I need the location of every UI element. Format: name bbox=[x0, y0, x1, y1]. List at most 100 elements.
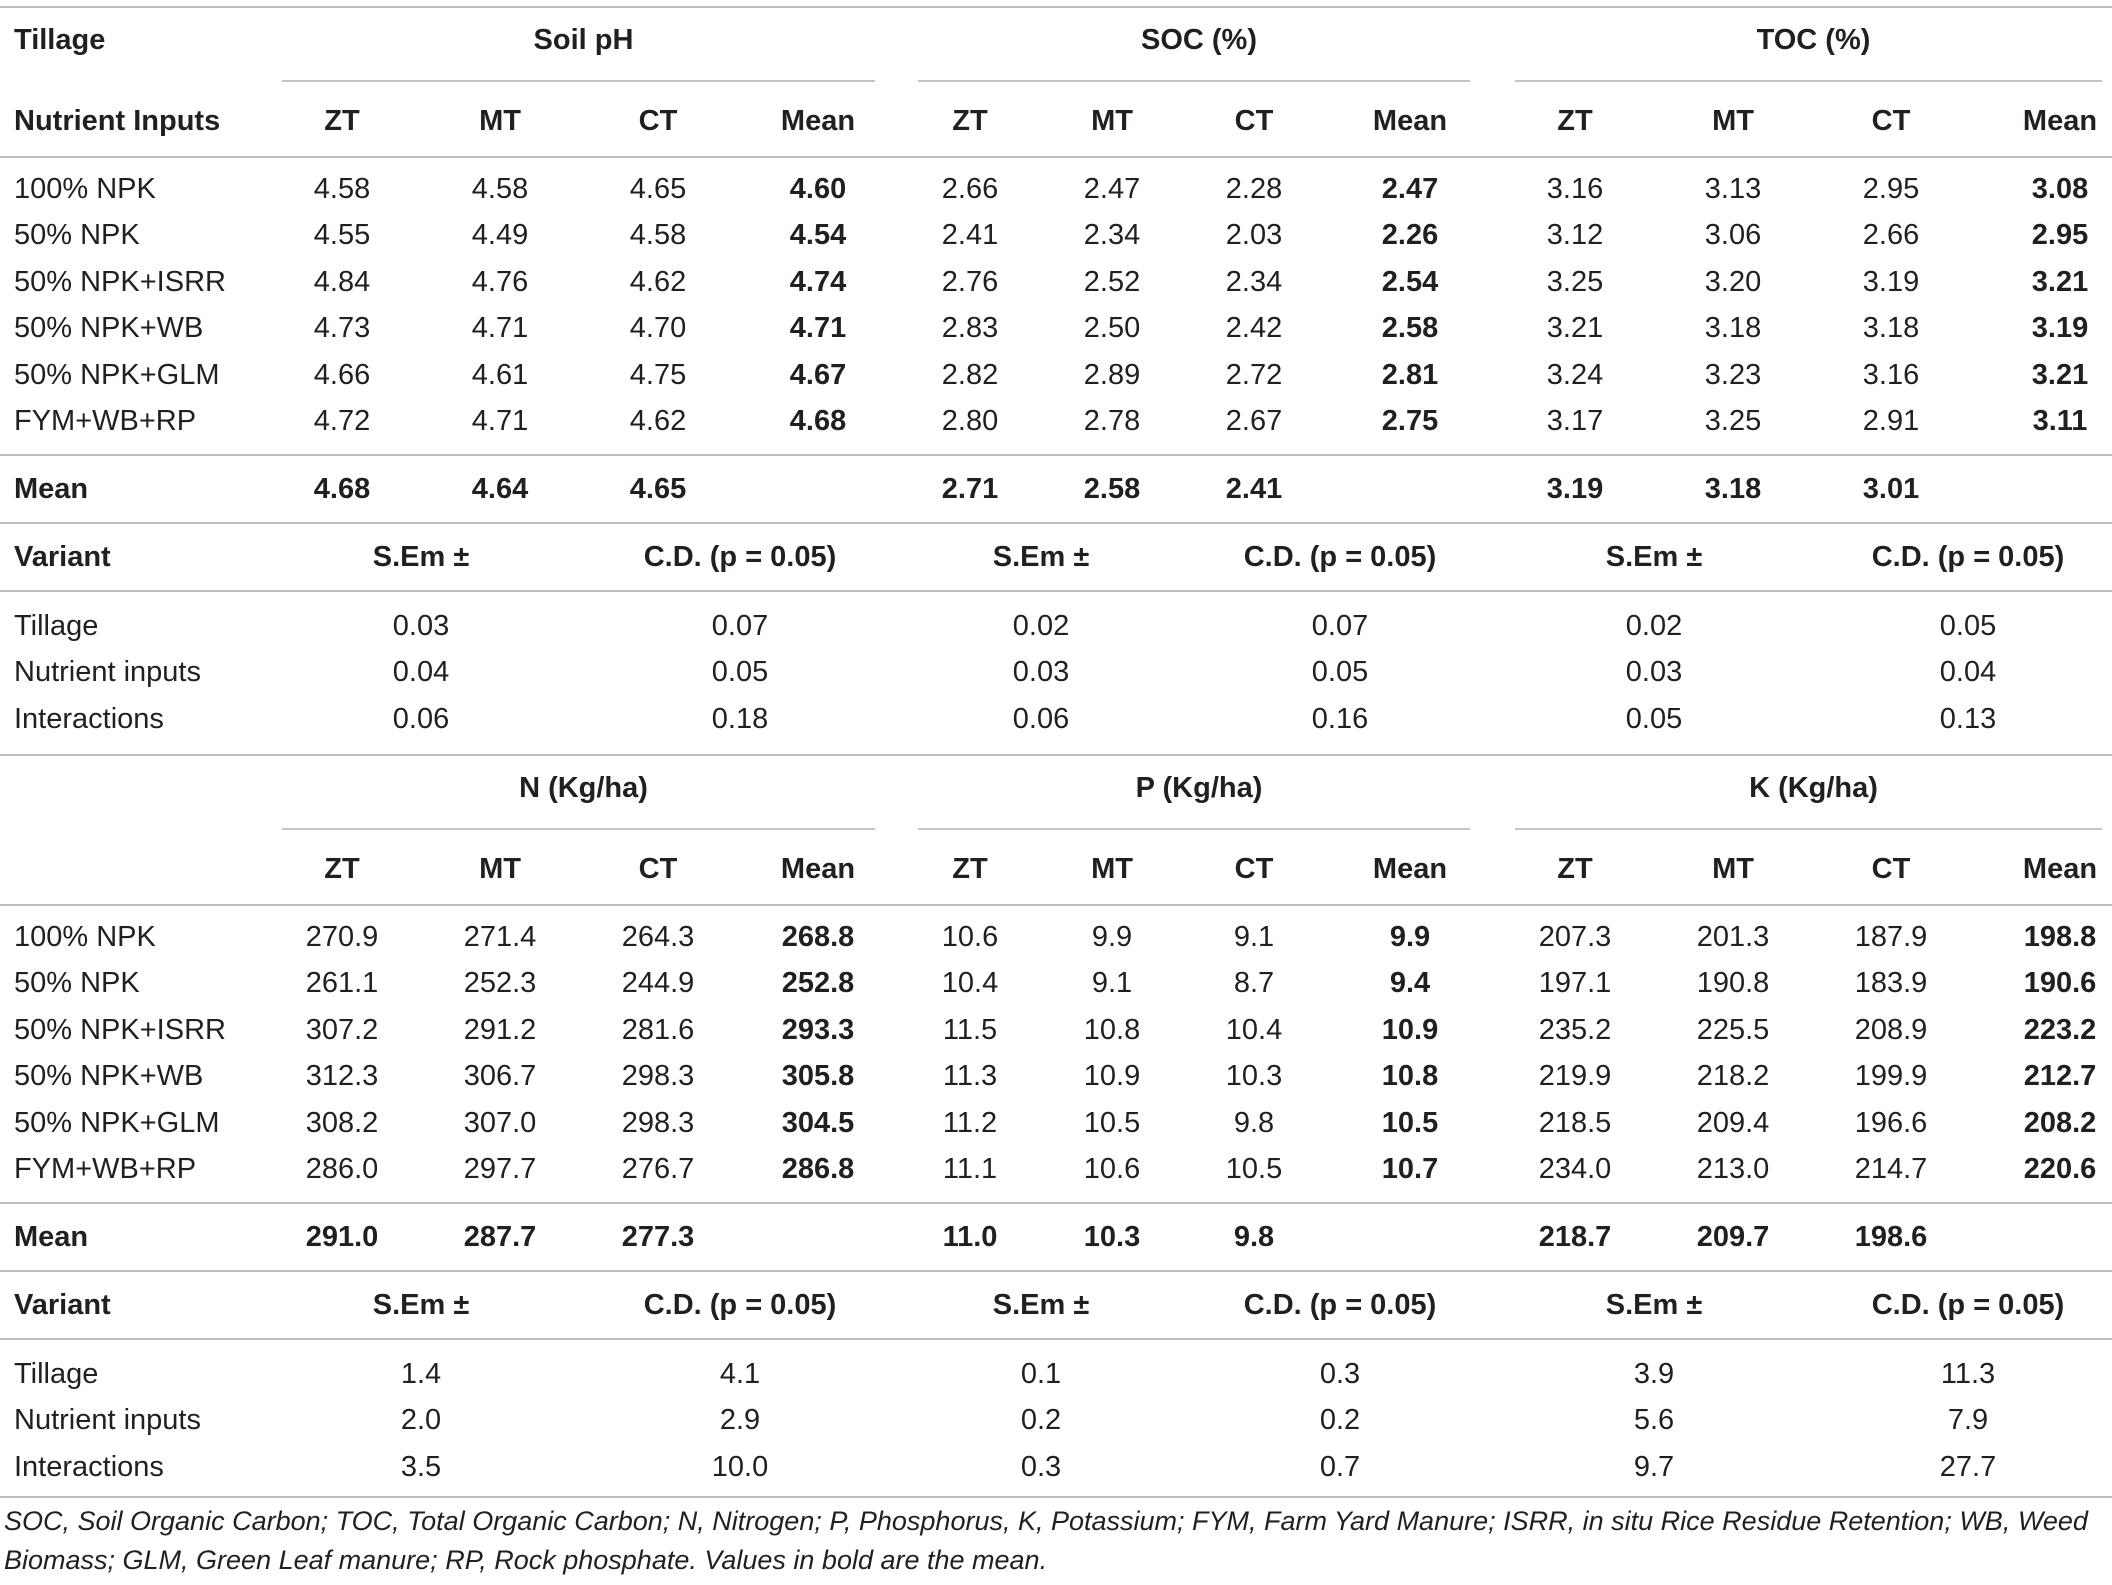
group-underline bbox=[1515, 80, 2102, 82]
variant-cell: 1.4 bbox=[400, 1357, 442, 1390]
variant-cell: 2.0 bbox=[400, 1404, 442, 1437]
table-rule bbox=[0, 522, 2112, 524]
table-row: 50% NPK+GLM 4.66 4.61 4.75 4.67 2.82 2.89 2.72 2… bbox=[0, 352, 2112, 399]
table-row: 50% NPK+GLM 308.2 307.0 298.3 304.5 11.2 10.5 9… bbox=[0, 1100, 2112, 1147]
row-label: 50% NPK bbox=[14, 219, 140, 252]
table-cell: 208.9 bbox=[1854, 1013, 1928, 1046]
group-underline bbox=[918, 828, 1470, 830]
table-cell: 190.8 bbox=[1696, 967, 1770, 1000]
variant-column-header: C.D. (p = 0.05) bbox=[643, 540, 837, 573]
table-cell: 4.58 bbox=[629, 219, 687, 252]
variant-row: Nutrient inputs 0.04 0.05 0.03 0.05 0.03 0.04 bbox=[0, 650, 2112, 697]
table-cell: 252.3 bbox=[463, 967, 537, 1000]
variant-row-label: Nutrient inputs bbox=[14, 1404, 201, 1437]
column-header: MT bbox=[1091, 104, 1133, 137]
table-cell: 4.67 bbox=[789, 358, 847, 391]
table-cell: 3.13 bbox=[1704, 172, 1762, 205]
table-cell: 10.6 bbox=[941, 920, 999, 953]
header-label: Tillage bbox=[14, 23, 106, 56]
table-cell: 2.80 bbox=[941, 405, 999, 438]
table-cell: 306.7 bbox=[463, 1060, 537, 1093]
table-cell: 223.2 bbox=[2023, 1013, 2097, 1046]
table-cell: 307.2 bbox=[305, 1013, 379, 1046]
group-title: TOC (%) bbox=[1756, 23, 1871, 56]
table-cell: 4.58 bbox=[471, 172, 529, 205]
row-label: 50% NPK bbox=[14, 967, 140, 1000]
table-cell: 270.9 bbox=[305, 920, 379, 953]
column-header: Mean bbox=[780, 104, 856, 137]
mean-cell: 3.01 bbox=[1862, 472, 1920, 505]
variant-cell: 0.13 bbox=[1939, 702, 1997, 735]
table-cell: 220.6 bbox=[2023, 1153, 2097, 1186]
table-cell: 4.72 bbox=[313, 405, 371, 438]
table-rule bbox=[0, 590, 2112, 592]
column-header: ZT bbox=[1557, 852, 1593, 885]
table-cell: 2.75 bbox=[1381, 405, 1439, 438]
mean-cell: 2.58 bbox=[1083, 472, 1141, 505]
table-cell: 3.24 bbox=[1546, 358, 1604, 391]
table-cell: 183.9 bbox=[1854, 967, 1928, 1000]
mean-cell: 3.19 bbox=[1546, 472, 1604, 505]
variant-column-header: S.Em ± bbox=[992, 540, 1090, 573]
table-cell: 2.54 bbox=[1381, 265, 1439, 298]
variant-cell: 9.7 bbox=[1633, 1450, 1675, 1483]
variant-row-label: Tillage bbox=[14, 609, 99, 642]
variant-row-label: Interactions bbox=[14, 702, 164, 735]
table-cell: 10.5 bbox=[1083, 1106, 1141, 1139]
variant-column-header: S.Em ± bbox=[1605, 1288, 1703, 1321]
table-rule bbox=[0, 454, 2112, 456]
table-cell: 2.66 bbox=[941, 172, 999, 205]
row-label: 50% NPK+ISRR bbox=[14, 265, 226, 298]
subheader-row: ZT MT CT Mean ZT MT CT Mean ZT MT CT Mean bbox=[0, 841, 2112, 897]
table-cell: 3.16 bbox=[1862, 358, 1920, 391]
table-cell: 268.8 bbox=[781, 920, 855, 953]
table-cell: 4.49 bbox=[471, 219, 529, 252]
group-header-row: N (Kg/ha) P (Kg/ha) K (Kg/ha) bbox=[0, 762, 2112, 814]
table-cell: 198.8 bbox=[2023, 920, 2097, 953]
table-cell: 4.66 bbox=[313, 358, 371, 391]
row-label: 100% NPK bbox=[14, 920, 156, 953]
variant-row-label: Interactions bbox=[14, 1450, 164, 1483]
variant-cell: 27.7 bbox=[1939, 1450, 1997, 1483]
table-cell: 2.78 bbox=[1083, 405, 1141, 438]
subheader-row: Nutrient Inputs ZT MT CT Mean ZT MT CT Mean ZT MT C… bbox=[0, 93, 2112, 149]
variant-cell: 0.07 bbox=[711, 609, 769, 642]
table-cell: 9.8 bbox=[1233, 1106, 1275, 1139]
table-cell: 219.9 bbox=[1538, 1060, 1612, 1093]
table-cell: 4.68 bbox=[789, 405, 847, 438]
mean-row: Mean 4.68 4.64 4.65 2.71 2.58 2.41 3.19 3.18 3.01 bbox=[0, 462, 2112, 516]
table-cell: 190.6 bbox=[2023, 967, 2097, 1000]
variant-cell: 0.06 bbox=[392, 702, 450, 735]
group-title: N (Kg/ha) bbox=[519, 771, 648, 804]
table-rule bbox=[0, 1202, 2112, 1204]
variant-cell: 0.04 bbox=[392, 656, 450, 689]
row-label: FYM+WB+RP bbox=[14, 1153, 197, 1186]
table-cell: 2.83 bbox=[941, 312, 999, 345]
variant-column-header: C.D. (p = 0.05) bbox=[643, 1288, 837, 1321]
table-cell: 286.8 bbox=[781, 1153, 855, 1186]
table-cell: 304.5 bbox=[781, 1106, 855, 1139]
table-cell: 312.3 bbox=[305, 1060, 379, 1093]
variant-cell: 0.05 bbox=[711, 656, 769, 689]
table-row: 50% NPK 4.55 4.49 4.58 4.54 2.41 2.34 2.03 2.26 3… bbox=[0, 213, 2112, 260]
table-cell: 2.42 bbox=[1225, 312, 1283, 345]
table-cell: 2.41 bbox=[941, 219, 999, 252]
column-header: CT bbox=[1871, 104, 1911, 137]
table-cell: 3.11 bbox=[2032, 405, 2088, 438]
variant-cell: 0.2 bbox=[1020, 1404, 1062, 1437]
table-cell: 2.03 bbox=[1225, 219, 1283, 252]
variant-row-label: Nutrient inputs bbox=[14, 656, 201, 689]
variant-cell: 0.2 bbox=[1319, 1404, 1361, 1437]
variant-column-header: S.Em ± bbox=[1605, 540, 1703, 573]
group-header-row: Tillage Soil pH SOC (%) TOC (%) bbox=[0, 14, 2112, 66]
variant-cell: 0.03 bbox=[1625, 656, 1683, 689]
column-header: CT bbox=[1871, 852, 1911, 885]
table-cell: 2.47 bbox=[1083, 172, 1141, 205]
variant-cell: 0.03 bbox=[1012, 656, 1070, 689]
table-cell: 4.76 bbox=[471, 265, 529, 298]
table-rule-top bbox=[0, 754, 2112, 756]
table-cell: 271.4 bbox=[463, 920, 537, 953]
column-header: MT bbox=[1712, 104, 1754, 137]
table-cell: 2.58 bbox=[1381, 312, 1439, 345]
table-cell: 2.67 bbox=[1225, 405, 1283, 438]
